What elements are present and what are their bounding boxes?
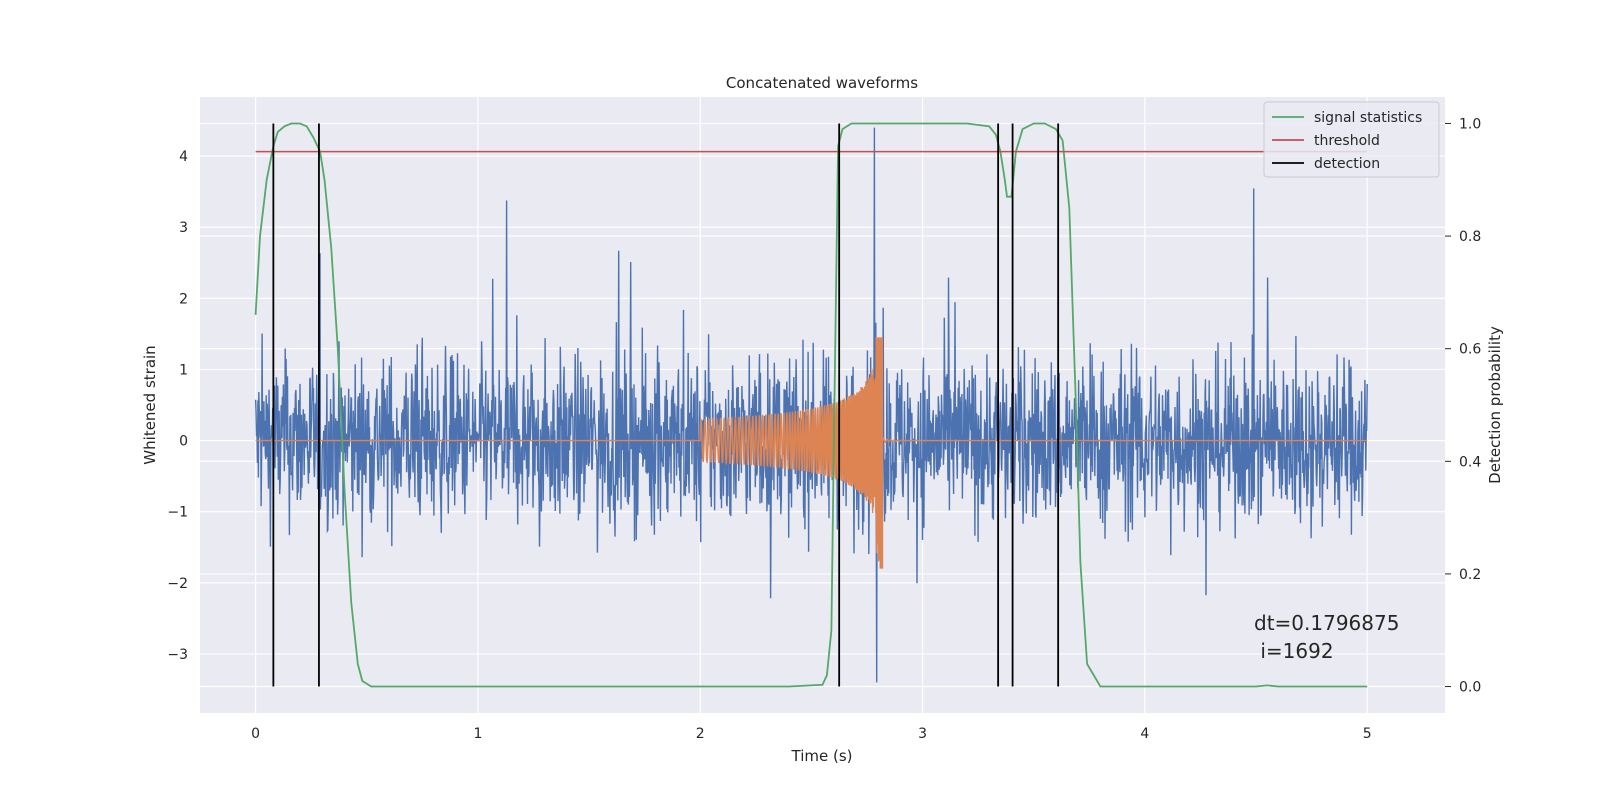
legend-label: detection: [1314, 156, 1380, 172]
legend-label: threshold: [1314, 133, 1380, 149]
y-right-tick-label: 0.2: [1459, 567, 1481, 583]
y-tick-label: 4: [179, 149, 188, 165]
plot-lines: [254, 122, 1368, 688]
y-tick-label: −3: [167, 647, 188, 663]
y-right-tick-label: 0.8: [1459, 229, 1481, 245]
annotation-index: i=1692: [1254, 639, 1334, 663]
annotation-dt: dt=0.1796875: [1254, 611, 1399, 635]
y-right-tick-label: 1.0: [1459, 116, 1481, 132]
y-axis-label: Whitened strain: [141, 345, 159, 464]
y-tick-label: 2: [179, 291, 188, 307]
y-right-tick-label: 0.4: [1459, 454, 1481, 470]
y-tick-label: 1: [179, 362, 188, 378]
y-tick-label: −1: [167, 505, 188, 521]
legend-label: signal statistics: [1314, 110, 1422, 126]
y-tick-label: 0: [179, 434, 188, 450]
injected-waveform-series: [255, 337, 1368, 569]
y-tick-label: 3: [179, 220, 188, 236]
x-tick-label: 1: [473, 726, 482, 742]
y-axis-label-right: Detection probability: [1486, 326, 1504, 484]
y-right-tick-label: 0.6: [1459, 342, 1481, 358]
chart-title: Concatenated waveforms: [726, 74, 918, 92]
x-tick-label: 3: [918, 726, 927, 742]
axes: 0 1 2 3 4 5 4 3 2 1 0 −1 −2 −3 1.0 0.8 0.6 0.4 0.2 0.0: [167, 116, 1481, 742]
x-axis-label: Time (s): [791, 747, 853, 765]
legend: signal statistics threshold detection: [1263, 101, 1440, 178]
strain-series: [254, 127, 1368, 683]
signal-statistics-series: [254, 122, 1368, 688]
legend-frame: [1263, 101, 1440, 178]
y-right-tick-label: 0.0: [1459, 680, 1481, 696]
x-tick-label: 4: [1140, 726, 1149, 742]
x-tick-label: 0: [251, 726, 260, 742]
x-tick-label: 5: [1363, 726, 1372, 742]
y-tick-label: −2: [167, 576, 188, 592]
x-tick-label: 2: [696, 726, 705, 742]
